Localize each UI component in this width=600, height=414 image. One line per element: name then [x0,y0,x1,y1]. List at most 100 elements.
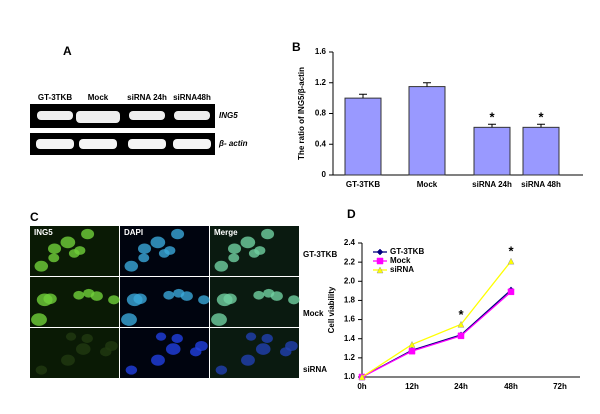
bar [344,97,382,176]
row-label: Mock [303,309,324,318]
cell [195,340,208,352]
y-tick-label: 1.0 [344,372,356,381]
y-tick-label: 0 [322,170,327,179]
y-tick-label: 2.4 [344,238,356,247]
error-bar [488,123,496,128]
x-tick-label: siRNA 48h [521,180,561,189]
cell [285,340,298,352]
cell [65,332,77,341]
x-tick-label: 48h [504,382,518,391]
cell [43,293,57,305]
cell [270,291,283,301]
marker [507,288,515,296]
y-tick-label: 2.2 [344,257,356,266]
legend-label: GT-3TKB [390,247,424,256]
cell [34,260,49,272]
cell [227,243,242,254]
band [76,111,120,123]
panel-label: D [347,207,356,221]
y-tick-label: 1.4 [344,334,356,343]
y-tick-label: 0.8 [315,109,327,118]
cell [108,295,120,305]
lane-label: siRNA 24h [127,93,167,102]
marker [457,332,465,340]
x-tick-label: GT-3TKB [346,180,380,189]
error-bar [359,93,367,99]
band [173,139,211,149]
cell [165,343,181,355]
column-label: Merge [214,228,238,237]
cell [240,236,256,249]
annotation: * [508,244,514,259]
y-tick-label: 2.0 [344,276,356,285]
cell [171,333,183,343]
cell [138,253,150,263]
gene-label: β- actin [218,139,248,148]
cell [125,365,138,375]
cell [60,236,76,249]
gel [30,133,215,155]
line [361,260,512,378]
lane-label: GT-3TKB [38,93,72,102]
cell [81,228,95,240]
cell [73,290,85,300]
row-label: GT-3TKB [303,250,337,259]
cell [171,228,185,240]
y-tick-label: 1.2 [315,78,327,87]
y-tick-label: 1.6 [344,315,356,324]
column-label: DAPI [124,228,143,237]
band [128,139,166,149]
cell [81,333,93,343]
y-tick-label: 1.2 [344,353,356,362]
lane-label: siRNA48h [173,93,211,102]
cell [47,243,62,254]
cell [180,291,193,301]
y-axis-title: Cell viability [327,286,336,333]
y-tick-label: 0.4 [315,139,327,148]
annotation: * [489,110,495,125]
cell [31,313,47,326]
x-tick-label: Mock [417,180,438,189]
marker [507,257,515,265]
cell [198,295,210,305]
cell [121,313,137,326]
x-tick-label: 12h [405,382,419,391]
cell [214,260,229,272]
cell [254,246,266,255]
cell [105,340,118,352]
annotation: * [458,307,464,322]
x-tick-label: 24h [454,382,468,391]
cell [137,243,152,254]
cell [90,291,103,301]
panel-label: A [63,44,72,58]
band [79,139,117,149]
cell [288,295,300,305]
annotation: * [538,110,544,125]
cell [228,253,240,263]
band [129,111,165,120]
band [36,139,74,149]
marker [376,248,384,256]
line [361,291,512,378]
cell [241,354,255,366]
gene-label: ING5 [219,111,238,120]
lane-label: Mock [88,93,109,102]
band [37,111,73,120]
line [361,289,512,378]
marker [408,347,416,355]
cell [61,354,75,366]
bar [522,126,560,176]
cell [261,333,273,343]
cell [255,343,271,355]
error-bar [537,123,545,128]
error-bar [423,82,431,87]
micrographs [30,226,300,378]
marker [408,340,416,348]
cell [124,260,139,272]
band [174,111,210,120]
x-tick-label: 72h [553,382,567,391]
row-label: siRNA [303,365,327,374]
cell [75,343,91,355]
cell [253,290,265,300]
